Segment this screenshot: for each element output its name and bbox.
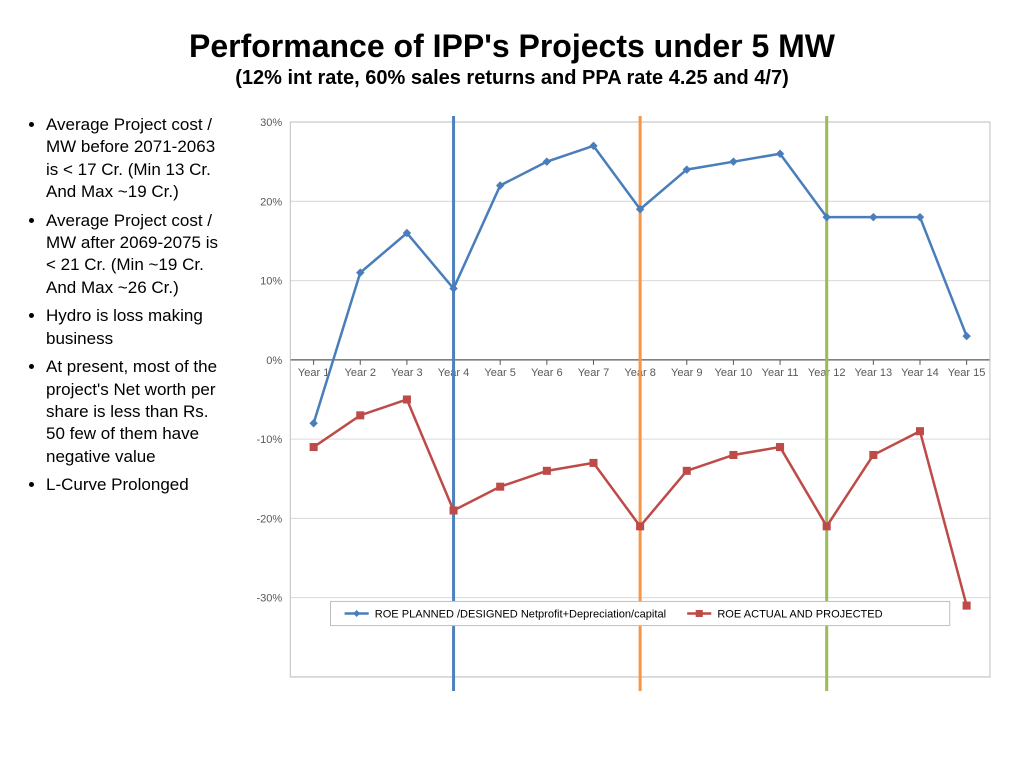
svg-text:Year 15: Year 15 bbox=[948, 367, 986, 379]
bullet-item: At present, most of the project's Net wo… bbox=[46, 356, 226, 468]
svg-text:Year 3: Year 3 bbox=[391, 367, 423, 379]
svg-text:Year 10: Year 10 bbox=[715, 367, 753, 379]
svg-text:-10%: -10% bbox=[256, 434, 282, 446]
svg-text:-30%: -30% bbox=[256, 592, 282, 604]
svg-text:0%: 0% bbox=[266, 355, 282, 367]
svg-text:Year 11: Year 11 bbox=[762, 367, 799, 379]
svg-text:20%: 20% bbox=[260, 196, 282, 208]
svg-text:Year 9: Year 9 bbox=[671, 367, 703, 379]
svg-text:30%: 30% bbox=[260, 117, 282, 129]
roe-chart: -30% -20% -10% 0% 10% 20% 30% Year 1 Year 2 Year … bbox=[226, 114, 998, 707]
svg-text:10%: 10% bbox=[260, 275, 282, 287]
svg-text:Year 14: Year 14 bbox=[901, 367, 939, 379]
svg-text:Year 2: Year 2 bbox=[344, 367, 376, 379]
bullet-item: Average Project cost / MW after 2069-207… bbox=[46, 210, 226, 300]
bullet-item: Hydro is loss making business bbox=[46, 305, 226, 350]
svg-text:Year 7: Year 7 bbox=[578, 367, 610, 379]
bullet-list: Average Project cost / MW before 2071-20… bbox=[26, 114, 226, 707]
svg-text:Year 5: Year 5 bbox=[484, 367, 516, 379]
bullet-item: L-Curve Prolonged bbox=[46, 474, 226, 496]
svg-text:ROE PLANNED /DESIGNED Netprofi: ROE PLANNED /DESIGNED Netprofit+Deprecia… bbox=[375, 608, 666, 620]
svg-text:Year 1: Year 1 bbox=[298, 367, 330, 379]
bullet-item: Average Project cost / MW before 2071-20… bbox=[46, 114, 226, 204]
page-subtitle: (12% int rate, 60% sales returns and PPA… bbox=[40, 67, 984, 90]
svg-text:Year 13: Year 13 bbox=[854, 367, 892, 379]
svg-text:-20%: -20% bbox=[256, 513, 282, 525]
page-title: Performance of IPP's Projects under 5 MW bbox=[40, 28, 984, 65]
svg-text:Year 6: Year 6 bbox=[531, 367, 563, 379]
svg-text:ROE ACTUAL AND PROJECTED: ROE ACTUAL AND PROJECTED bbox=[717, 608, 882, 620]
